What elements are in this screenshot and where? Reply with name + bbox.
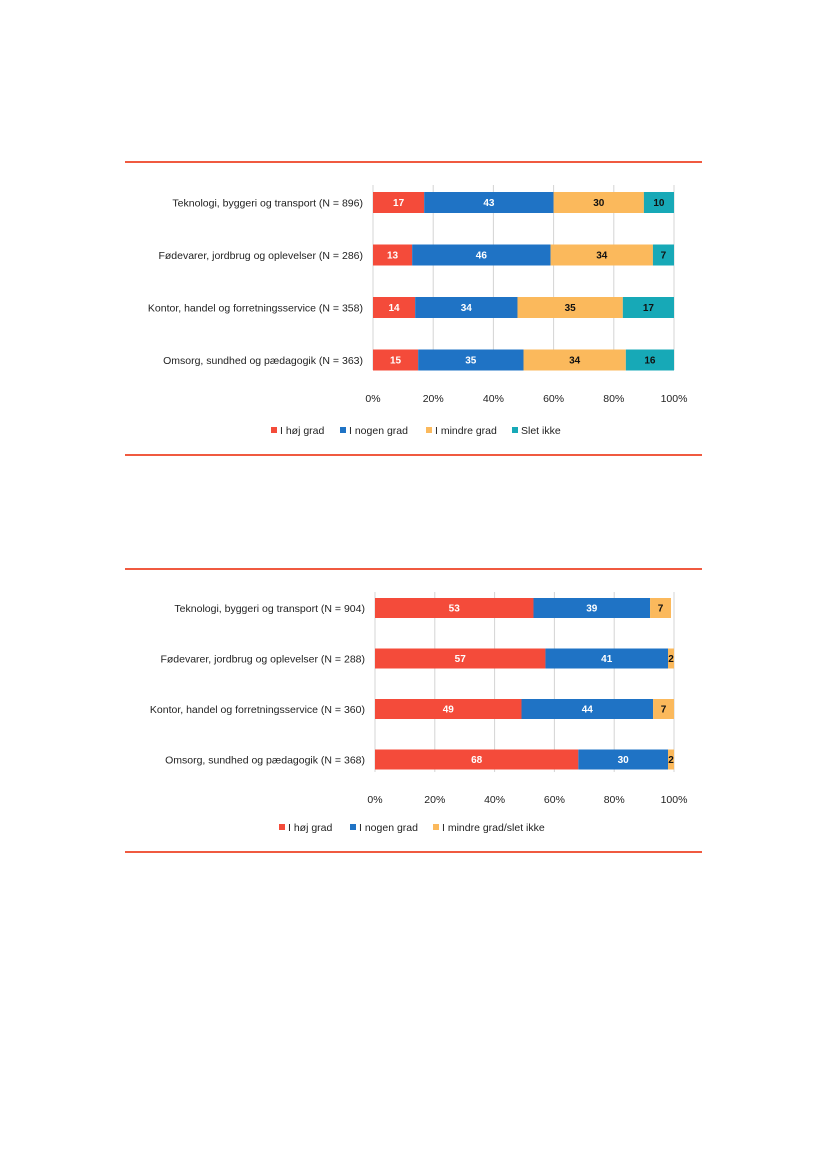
bar-segment bbox=[653, 699, 674, 719]
data-label: 57 bbox=[455, 654, 467, 665]
legend-swatch bbox=[512, 427, 518, 433]
category-label: Teknologi, byggeri og transport (N = 904… bbox=[174, 603, 365, 615]
chart-1: 0% 20% 40% 60% 80% 100% Teknologi, byggeri og … bbox=[148, 185, 688, 437]
bar-segment bbox=[625, 349, 674, 371]
data-label: 16 bbox=[644, 356, 656, 367]
bar-segment bbox=[643, 192, 674, 213]
bar-segment bbox=[523, 349, 626, 371]
legend-swatch bbox=[426, 427, 432, 433]
data-label: 2 bbox=[668, 654, 674, 665]
legend-label: I mindre grad/slet ikke bbox=[442, 822, 545, 834]
bar-segment bbox=[517, 297, 623, 318]
category-label: Kontor, handel og forretningsservice (N … bbox=[148, 303, 363, 315]
legend-label: I nogen grad bbox=[359, 822, 418, 834]
legend-swatch bbox=[350, 824, 356, 830]
bar-segment bbox=[412, 244, 551, 266]
bar-segment bbox=[373, 192, 425, 213]
bar-segment bbox=[545, 648, 669, 669]
data-label: 53 bbox=[449, 604, 461, 615]
data-label: 68 bbox=[471, 755, 483, 766]
data-label: 35 bbox=[465, 356, 477, 367]
x-tick-label: 60% bbox=[544, 794, 565, 806]
data-label: 49 bbox=[443, 705, 455, 716]
bar-segment bbox=[424, 192, 554, 213]
category-label: Fødevarer, jordbrug og oplevelser (N = 2… bbox=[160, 654, 365, 666]
bar-segment bbox=[533, 598, 651, 618]
bar-segment bbox=[373, 244, 413, 266]
chart1-top-rule bbox=[125, 161, 702, 163]
x-tick-label: 40% bbox=[483, 393, 504, 405]
bar-segment bbox=[375, 598, 534, 618]
bar-segment bbox=[418, 349, 524, 371]
x-tick-label: 0% bbox=[367, 794, 382, 806]
legend-label: I høj grad bbox=[280, 425, 325, 437]
bar-segment bbox=[550, 244, 653, 266]
legend-swatch bbox=[340, 427, 346, 433]
bar-segment bbox=[375, 648, 546, 669]
category-label: Teknologi, byggeri og transport (N = 896… bbox=[172, 198, 363, 210]
data-label: 30 bbox=[618, 755, 630, 766]
x-tick-label: 40% bbox=[484, 794, 505, 806]
legend-label: I mindre grad bbox=[435, 425, 497, 437]
bar-segment bbox=[578, 749, 669, 770]
category-label: Omsorg, sundhed og pædagogik (N = 368) bbox=[165, 755, 365, 767]
legend-swatch bbox=[433, 824, 439, 830]
data-label: 39 bbox=[586, 604, 598, 615]
category-label: Omsorg, sundhed og pædagogik (N = 363) bbox=[163, 355, 363, 367]
bar-segment bbox=[415, 297, 518, 318]
data-label: 35 bbox=[565, 303, 577, 314]
x-tick-label: 60% bbox=[543, 393, 564, 405]
bar-segment bbox=[521, 699, 654, 719]
bar-segment bbox=[373, 297, 416, 318]
data-label: 7 bbox=[661, 705, 667, 716]
legend-label: Slet ikke bbox=[521, 425, 561, 437]
bar-segment bbox=[652, 244, 674, 266]
x-tick-label: 20% bbox=[424, 794, 445, 806]
legend-swatch bbox=[279, 824, 285, 830]
x-tick-label: 100% bbox=[661, 393, 688, 405]
data-label: 10 bbox=[653, 198, 665, 209]
chart-2: 0% 20% 40% 60% 80% 100% Teknologi, byggeri og … bbox=[150, 592, 688, 834]
bar-segment bbox=[375, 699, 522, 719]
chart1-bottom-rule bbox=[125, 454, 702, 456]
data-label: 30 bbox=[593, 198, 605, 209]
legend-label: I nogen grad bbox=[349, 425, 408, 437]
data-label: 15 bbox=[390, 356, 402, 367]
x-tick-label: 20% bbox=[423, 393, 444, 405]
data-label: 17 bbox=[393, 198, 405, 209]
data-label: 17 bbox=[643, 303, 655, 314]
data-label: 41 bbox=[601, 654, 613, 665]
chart2-top-rule bbox=[125, 568, 702, 570]
bar-segment bbox=[553, 192, 644, 213]
data-label: 7 bbox=[661, 251, 667, 262]
bar-segment bbox=[668, 648, 674, 669]
data-label: 7 bbox=[658, 604, 664, 615]
bar-segment bbox=[375, 749, 579, 770]
bar-segment bbox=[668, 749, 674, 770]
bar-segment bbox=[622, 297, 674, 318]
data-label: 14 bbox=[389, 303, 401, 314]
category-label: Fødevarer, jordbrug og oplevelser (N = 2… bbox=[158, 250, 363, 262]
legend-label: I høj grad bbox=[288, 822, 333, 834]
bar-segment bbox=[373, 349, 419, 371]
category-label: Kontor, handel og forretningsservice (N … bbox=[150, 704, 365, 716]
x-tick-label: 80% bbox=[604, 794, 625, 806]
data-label: 13 bbox=[387, 251, 399, 262]
data-label: 43 bbox=[483, 198, 495, 209]
data-label: 34 bbox=[596, 251, 608, 262]
data-label: 34 bbox=[569, 356, 581, 367]
data-label: 34 bbox=[461, 303, 473, 314]
data-label: 46 bbox=[476, 251, 488, 262]
bar-segment bbox=[650, 598, 672, 618]
chart2-bottom-rule bbox=[125, 851, 702, 853]
data-label: 2 bbox=[668, 755, 674, 766]
data-label: 44 bbox=[582, 705, 594, 716]
x-tick-label: 0% bbox=[365, 393, 380, 405]
x-tick-label: 80% bbox=[603, 393, 624, 405]
x-tick-label: 100% bbox=[661, 794, 688, 806]
legend-swatch bbox=[271, 427, 277, 433]
